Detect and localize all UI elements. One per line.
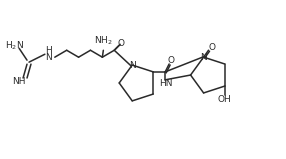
Text: O: O — [208, 43, 215, 52]
Text: H$_2$N: H$_2$N — [5, 39, 24, 52]
Text: OH: OH — [218, 96, 232, 104]
Text: HN: HN — [159, 79, 173, 88]
Text: O: O — [168, 56, 175, 66]
Text: N: N — [129, 61, 136, 69]
Text: N: N — [200, 53, 207, 62]
Text: NH: NH — [12, 77, 26, 86]
Text: NH$_2$: NH$_2$ — [94, 34, 113, 47]
Text: N: N — [45, 53, 52, 62]
Text: O: O — [118, 39, 125, 48]
Text: H: H — [45, 46, 52, 55]
